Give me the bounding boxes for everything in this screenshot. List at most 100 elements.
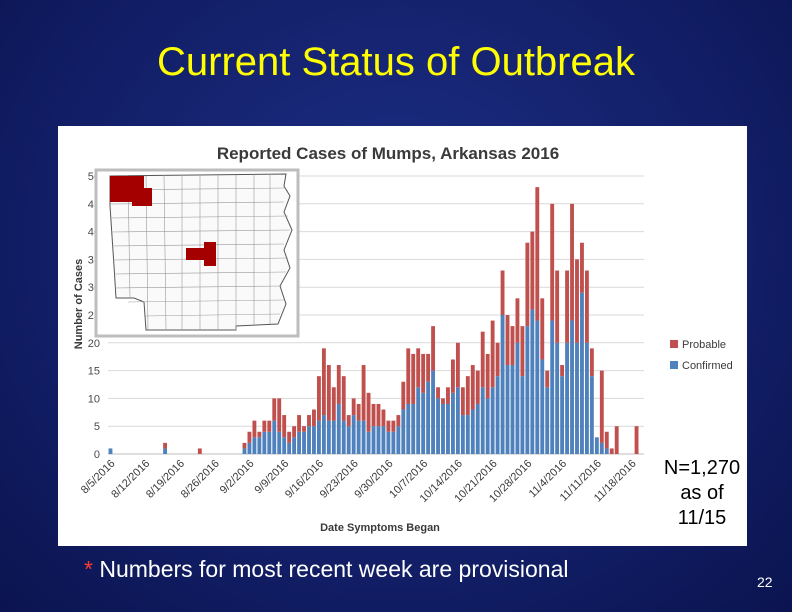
bar-confirmed	[401, 409, 406, 454]
bar-confirmed	[580, 292, 584, 454]
bar-confirmed	[252, 437, 257, 454]
bar-confirmed	[550, 320, 555, 454]
bar-confirmed	[277, 431, 282, 454]
bar-probable	[302, 426, 306, 432]
case-total-note: N=1,270 as of 11/15	[652, 456, 752, 531]
bar-probable	[331, 387, 336, 421]
bar-confirmed	[495, 376, 500, 454]
bar-confirmed	[555, 342, 560, 454]
bar-probable	[341, 376, 346, 421]
bar-confirmed	[535, 320, 540, 454]
slide-title: Current Status of Outbreak	[156, 40, 635, 84]
bar-confirmed	[441, 403, 445, 454]
bar-confirmed	[426, 381, 431, 454]
bar-confirmed	[450, 392, 455, 454]
bar-confirmed	[307, 426, 311, 454]
legend-label-probable: Probable	[682, 339, 726, 351]
bar-confirmed	[565, 342, 570, 454]
bar-probable	[545, 370, 550, 388]
bar-confirmed	[520, 376, 525, 454]
x-tick-label: 9/2/2016	[218, 458, 257, 497]
bar-probable	[371, 403, 376, 427]
bar-confirmed	[604, 448, 609, 454]
bar-confirmed	[570, 320, 574, 454]
bar-probable	[515, 298, 520, 343]
bar-probable	[441, 398, 445, 404]
bar-confirmed	[431, 370, 436, 454]
y-tick-label: 0	[94, 449, 100, 461]
x-axis-label: Date Symptoms Began	[320, 522, 440, 534]
bar-confirmed	[302, 431, 306, 454]
bar-confirmed	[589, 376, 594, 454]
bar-confirmed	[346, 426, 351, 454]
bar-probable	[267, 420, 272, 432]
bar-probable	[530, 231, 535, 310]
chart-title: Reported Cases of Mumps, Arkansas 2016	[217, 144, 559, 163]
bar-probable	[287, 431, 292, 443]
bar-probable	[401, 381, 406, 410]
bar-confirmed	[584, 342, 589, 454]
bar-probable	[292, 426, 297, 438]
bar-confirmed	[381, 426, 386, 454]
bar-confirmed	[287, 442, 292, 454]
bar-probable	[396, 415, 401, 427]
bar-probable	[361, 365, 366, 421]
bar-confirmed	[490, 387, 495, 454]
bar-probable	[450, 359, 455, 393]
bar-confirmed	[470, 409, 475, 454]
y-tick-label: 15	[88, 366, 100, 378]
bar-probable	[247, 431, 252, 443]
mumps-cases-chart: Reported Cases of Mumps, Arkansas 2016 0…	[73, 144, 733, 534]
chart-bars	[108, 187, 639, 454]
bar-confirmed	[446, 403, 450, 454]
bar-probable	[381, 409, 386, 427]
bar-confirmed	[465, 415, 470, 454]
bar-probable	[326, 365, 331, 421]
bar-probable	[520, 326, 525, 377]
bar-confirmed	[242, 448, 247, 454]
bar-confirmed	[331, 420, 336, 454]
bar-confirmed	[366, 431, 371, 454]
bar-probable	[609, 448, 614, 454]
bar-confirmed	[455, 387, 460, 454]
bar-confirmed	[247, 442, 252, 454]
bar-probable	[475, 370, 480, 404]
bar-confirmed	[386, 431, 391, 454]
bar-probable	[297, 415, 302, 432]
bar-probable	[460, 387, 465, 416]
case-total-count: N=1,270	[663, 457, 741, 479]
bar-confirmed	[411, 403, 416, 454]
bar-probable	[565, 270, 570, 343]
bar-confirmed	[475, 403, 480, 454]
bar-confirmed	[391, 431, 396, 454]
bar-probable	[277, 398, 282, 432]
bar-confirmed	[510, 365, 515, 454]
bar-confirmed	[257, 437, 262, 454]
bar-probable	[282, 415, 287, 438]
bar-probable	[570, 203, 574, 321]
bar-confirmed	[545, 387, 550, 454]
bar-confirmed	[480, 387, 485, 454]
bar-confirmed	[361, 420, 366, 454]
map-highlight-northwest	[110, 176, 152, 206]
bar-confirmed	[575, 342, 579, 454]
bar-confirmed	[436, 398, 440, 454]
bar-confirmed	[500, 315, 505, 454]
bar-probable	[485, 353, 490, 399]
bar-probable	[391, 420, 396, 432]
bar-probable	[436, 387, 440, 399]
bar-probable	[535, 187, 540, 321]
bar-confirmed	[421, 392, 426, 454]
bar-probable	[480, 331, 485, 388]
bar-probable	[470, 365, 475, 410]
bar-confirmed	[316, 420, 321, 454]
bar-probable	[366, 392, 371, 432]
bar-probable	[614, 426, 619, 454]
bar-probable	[510, 326, 515, 366]
bar-confirmed	[326, 420, 331, 454]
bar-confirmed	[312, 426, 316, 454]
x-axis-tick-labels: 8/5/20168/12/20168/19/20168/26/20169/2/2…	[79, 458, 639, 505]
bar-probable	[386, 420, 391, 432]
chart-legend: Probable Confirmed	[670, 339, 733, 372]
bar-probable	[312, 409, 316, 427]
